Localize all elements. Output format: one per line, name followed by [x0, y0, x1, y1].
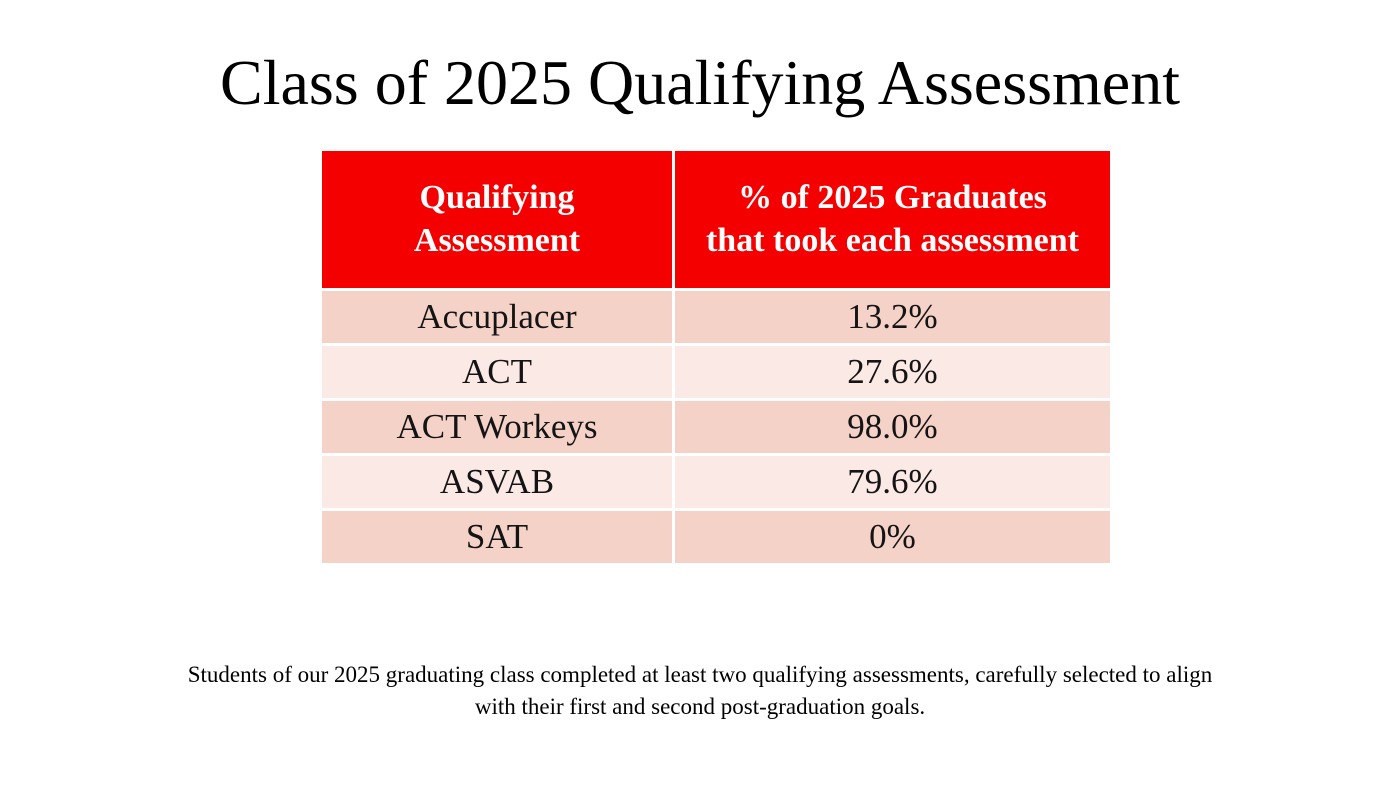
- percentage-cell: 98.0%: [673, 399, 1110, 456]
- assessment-name-cell: Accuplacer: [322, 289, 675, 346]
- table-row: SAT 0%: [322, 509, 1110, 563]
- percentage-cell: 27.6%: [673, 344, 1110, 401]
- table-row: ACT Workeys 98.0%: [322, 399, 1110, 456]
- assessment-table: Qualifying Assessment % of 2025 Graduate…: [322, 151, 1110, 563]
- header-cell-assessment: Qualifying Assessment: [322, 151, 675, 291]
- percentage-cell: 13.2%: [673, 289, 1110, 346]
- table-header-row: Qualifying Assessment % of 2025 Graduate…: [322, 151, 1110, 291]
- percentage-cell: 0%: [673, 509, 1110, 563]
- slide-title: Class of 2025 Qualifying Assessment: [220, 47, 1180, 118]
- table-row: ASVAB 79.6%: [322, 454, 1110, 511]
- footer-note: Students of our 2025 graduating class co…: [187, 662, 1213, 719]
- table-row: Accuplacer 13.2%: [322, 289, 1110, 346]
- assessment-name-cell: SAT: [322, 509, 675, 563]
- percentage-cell: 79.6%: [673, 454, 1110, 511]
- assessment-name-cell: ACT Workeys: [322, 399, 675, 456]
- table-row: ACT 27.6%: [322, 344, 1110, 401]
- assessment-name-cell: ACT: [322, 344, 675, 401]
- header-cell-percentage: % of 2025 Graduates that took each asses…: [673, 151, 1110, 291]
- assessment-name-cell: ASVAB: [322, 454, 675, 511]
